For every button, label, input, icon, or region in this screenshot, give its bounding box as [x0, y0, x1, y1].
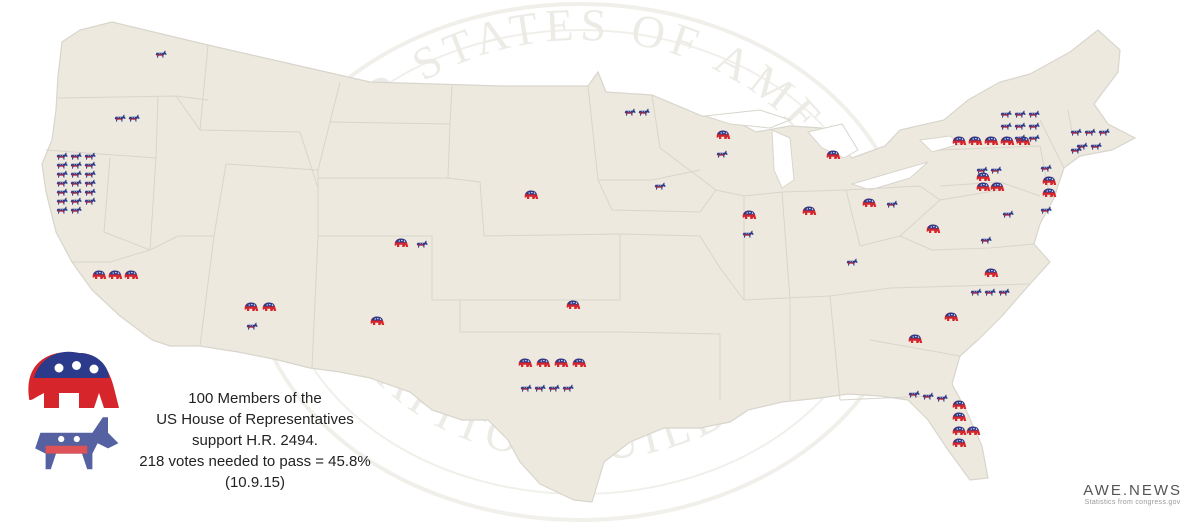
caption-line-5: (10.9.15)	[224, 474, 286, 491]
state-borders	[45, 44, 1073, 401]
legend	[28, 351, 119, 470]
caption-line-2: US House of Representatives	[156, 411, 354, 428]
caption: 100 Members of the US House of Represent…	[120, 388, 390, 493]
donkey-icon	[35, 417, 119, 470]
caption-line-3: support H.R. 2494.	[192, 432, 318, 449]
brand-tagline: Statistics from congress.gov	[1084, 499, 1181, 506]
brand-logo: AWE.NEWS Statistics from congress.gov	[1083, 482, 1182, 506]
brand-name: AWE.NEWS	[1083, 482, 1182, 499]
caption-line-1: 100 Members of the	[188, 390, 322, 407]
caption-line-4: 218 votes needed to pass = 45.8%	[139, 453, 371, 470]
elephant-icon	[28, 351, 119, 408]
great-lakes	[704, 109, 962, 191]
